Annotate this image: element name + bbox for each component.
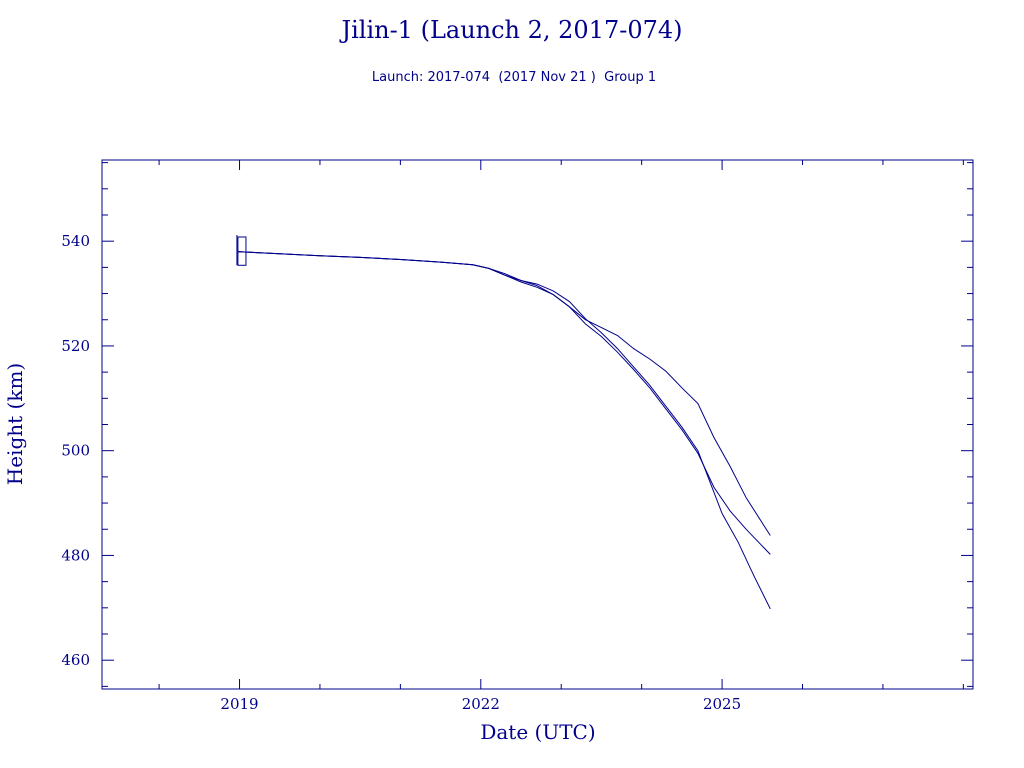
- x-tick-label: 2022: [462, 695, 500, 713]
- chart-subtitle: Launch: 2017-074 (2017 Nov 21 ) Group 1: [372, 70, 656, 85]
- chart-title: Jilin-1 (Launch 2, 2017-074): [338, 16, 682, 44]
- x-axis-title: Date (UTC): [480, 720, 595, 744]
- axis-ticks: [102, 160, 973, 689]
- x-tick-label: 2019: [220, 695, 258, 713]
- launch-marker-box: [237, 236, 247, 266]
- axis-tick-labels: 2019 2022 2025 460 480 500 520 540: [61, 232, 741, 713]
- y-tick-label: 520: [61, 337, 90, 355]
- plot-frame: [101, 159, 974, 690]
- y-tick-label: 480: [61, 546, 90, 564]
- series-line-1: [237, 251, 771, 610]
- y-tick-label: 540: [61, 232, 90, 250]
- series-line-2: [237, 251, 771, 555]
- series-lines: [237, 251, 771, 610]
- launch-marker-group: [236, 234, 247, 266]
- x-tick-label: 2025: [703, 695, 741, 713]
- series-line-3: [237, 251, 771, 536]
- y-tick-label: 460: [61, 651, 90, 669]
- y-tick-label: 500: [61, 442, 90, 460]
- y-axis-title: Height (km): [3, 363, 27, 485]
